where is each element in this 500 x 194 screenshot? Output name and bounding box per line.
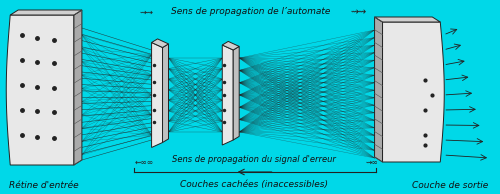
Polygon shape <box>222 41 239 50</box>
Text: ⇝⇝: ⇝⇝ <box>350 7 367 17</box>
Text: ⇝∞: ⇝∞ <box>366 158 378 166</box>
Polygon shape <box>162 44 168 143</box>
Text: Couche de sortie: Couche de sortie <box>412 180 488 190</box>
Text: ⇜∞∞: ⇜∞∞ <box>134 158 154 166</box>
Polygon shape <box>152 39 168 48</box>
Polygon shape <box>74 10 82 165</box>
Text: ⇝⇝: ⇝⇝ <box>140 8 153 16</box>
Polygon shape <box>382 22 444 162</box>
Polygon shape <box>6 15 74 165</box>
Polygon shape <box>222 45 233 145</box>
Polygon shape <box>374 17 382 162</box>
Polygon shape <box>233 46 239 140</box>
Text: Rétine d'entrée: Rétine d'entrée <box>10 180 79 190</box>
Polygon shape <box>374 17 440 22</box>
Text: Sens de propagation du signal d'erreur: Sens de propagation du signal d'erreur <box>172 154 336 164</box>
Polygon shape <box>152 42 162 147</box>
Text: Sens de propagation de l’automate: Sens de propagation de l’automate <box>172 8 331 16</box>
Polygon shape <box>10 10 82 15</box>
Text: Couches cachées (inaccessibles): Couches cachées (inaccessibles) <box>180 180 328 190</box>
